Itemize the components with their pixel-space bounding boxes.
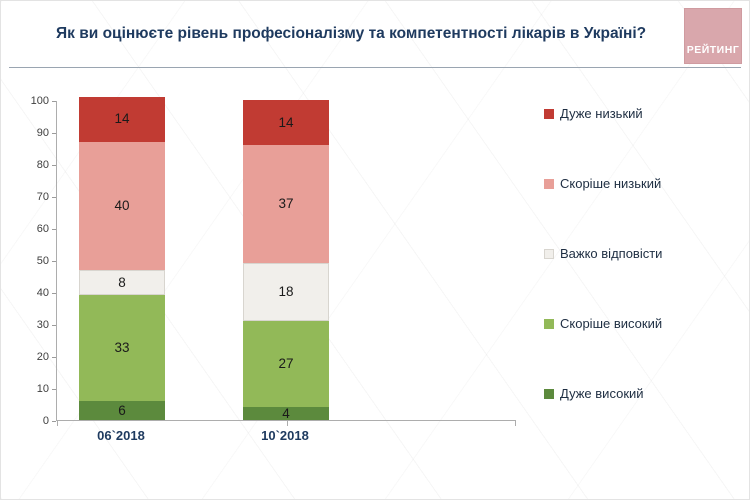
y-tick-mark <box>52 228 56 230</box>
y-tick-label: 90 <box>36 127 49 139</box>
bar-segment: 40 <box>79 141 165 270</box>
legend-label: Скоріше низький <box>560 176 662 191</box>
legend-item: Дуже низький <box>544 106 744 121</box>
segment-value-label: 8 <box>118 274 126 290</box>
segment-value-label: 14 <box>278 114 294 130</box>
y-tick-label: 60 <box>36 223 49 235</box>
bar-segment: 14 <box>79 96 165 142</box>
segment-value-label: 6 <box>118 402 126 418</box>
bar-segment: 33 <box>79 295 165 401</box>
y-tick-label: 0 <box>42 415 49 427</box>
y-tick: 10 <box>37 383 56 395</box>
rating-logo: РЕЙТИНГ <box>684 8 742 64</box>
y-tick: 80 <box>37 159 56 171</box>
y-tick-label: 50 <box>36 255 49 267</box>
bar-segment: 37 <box>243 144 329 264</box>
legend-label: Дуже низький <box>560 106 643 121</box>
legend-swatch-icon <box>544 248 554 259</box>
y-tick-mark <box>52 356 56 358</box>
bar-06`2018: 6 33 8 40 14 <box>79 96 165 420</box>
y-tick-label: 10 <box>36 383 49 395</box>
segment-value-label: 33 <box>114 340 130 356</box>
y-tick: 50 <box>37 255 56 267</box>
segment-value-label: 18 <box>278 284 294 300</box>
legend-swatch-icon <box>544 388 554 399</box>
y-tick-mark <box>52 292 56 294</box>
legend-item: Важко відповісти <box>544 246 744 261</box>
y-tick: 20 <box>37 351 56 363</box>
stacked-bar-chart: 0 10 20 30 40 50 60 70 80 90 100 6 33 8 40 14 4 27 18 37 14… <box>11 95 744 453</box>
x-tick-mark <box>286 420 288 426</box>
y-tick: 100 <box>31 95 56 107</box>
y-tick-label: 80 <box>36 159 49 171</box>
y-tick-mark <box>52 132 56 134</box>
legend-item: Дуже високий <box>544 386 744 401</box>
y-tick: 0 <box>43 415 56 427</box>
legend-swatch-icon <box>544 108 554 119</box>
x-tick-mark <box>57 420 58 426</box>
legend-swatch-icon <box>544 318 554 329</box>
legend-label: Скоріше високий <box>560 316 663 331</box>
y-tick-label: 40 <box>36 287 49 299</box>
header: Як ви оцінюєте рівень професіоналізму та… <box>1 1 749 64</box>
bar-segment: 18 <box>243 263 329 321</box>
bar-segment: 4 <box>243 407 329 420</box>
segment-value-label: 27 <box>278 356 294 372</box>
x-category-label: 06`2018 <box>97 428 145 443</box>
y-tick-label: 30 <box>36 319 49 331</box>
legend-label: Дуже високий <box>560 386 644 401</box>
header-divider <box>9 67 741 68</box>
legend-swatch-icon <box>544 178 554 189</box>
segment-value-label: 40 <box>114 197 130 213</box>
x-category-label: 10`2018 <box>261 428 309 443</box>
legend-item: Скоріше низький <box>544 176 744 191</box>
bar-segment: 14 <box>243 100 329 145</box>
y-tick-label: 70 <box>36 191 49 203</box>
y-tick-mark <box>52 260 56 262</box>
y-axis: 0 10 20 30 40 50 60 70 80 90 100 <box>11 95 56 427</box>
page-title: Як ви оцінюєте рівень професіоналізму та… <box>56 25 647 42</box>
legend-item: Скоріше високий <box>544 316 744 331</box>
bar-segment: 27 <box>243 320 329 408</box>
legend: Дуже низький Скоріше низький Важко відпові… <box>544 106 744 401</box>
bar-segment: 6 <box>79 400 165 420</box>
y-tick-mark <box>52 164 56 166</box>
bar-segment: 8 <box>79 269 165 296</box>
y-tick: 60 <box>37 223 56 235</box>
y-tick: 70 <box>37 191 56 203</box>
x-axis: 06`2018 10`2018 <box>56 421 516 453</box>
x-tick-mark <box>515 420 516 426</box>
y-tick-mark <box>52 100 56 102</box>
legend-label: Важко відповісти <box>560 246 663 261</box>
segment-value-label: 14 <box>114 111 130 127</box>
y-tick-mark <box>52 196 56 198</box>
segment-value-label: 37 <box>278 196 294 212</box>
y-tick: 30 <box>37 319 56 331</box>
plot-area: 6 33 8 40 14 4 27 18 37 14 <box>56 96 516 426</box>
y-tick: 40 <box>37 287 56 299</box>
y-tick-mark <box>52 324 56 326</box>
bar-10`2018: 4 27 18 37 14 <box>243 100 329 420</box>
y-tick-mark <box>52 420 56 422</box>
y-tick-mark <box>52 388 56 390</box>
plot-wrap: 0 10 20 30 40 50 60 70 80 90 100 6 33 8 40 14 4 27 18 37 14… <box>11 95 516 453</box>
segment-value-label: 4 <box>282 405 290 421</box>
y-tick-label: 20 <box>36 351 49 363</box>
y-tick-label: 100 <box>30 95 49 107</box>
y-tick: 90 <box>37 127 56 139</box>
